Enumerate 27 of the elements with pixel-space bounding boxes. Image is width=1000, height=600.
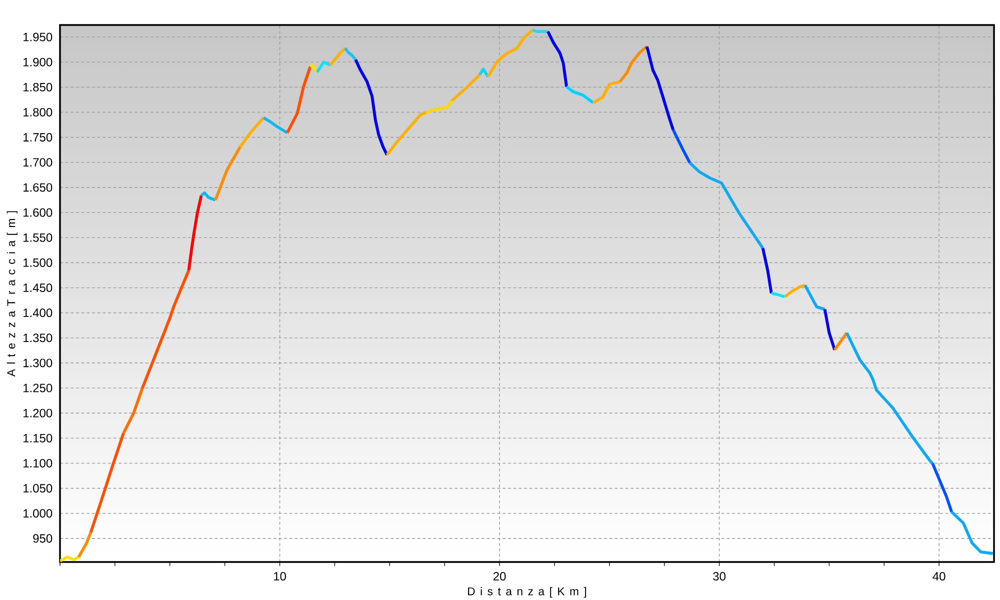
x-axis-title: D i s t a n z a [ K m ] (468, 587, 586, 598)
x-tick-label: 10 (274, 572, 286, 581)
y-tick-label: 1.950 (24, 32, 52, 42)
y-tick-label: 1.000 (24, 509, 52, 518)
x-tick-label: 30 (713, 572, 726, 581)
y-axis-title: A l t e z z a T r a c c i a [ m ] (6, 211, 18, 377)
y-tick-label: 1.750 (24, 133, 52, 142)
y-tick-label: 1.500 (24, 258, 52, 267)
y-tick-label: 1.550 (24, 233, 52, 242)
y-tick-label: 1.400 (24, 308, 52, 318)
x-tick-label: 40 (932, 572, 946, 581)
y-tick-label: 1.450 (24, 283, 52, 292)
y-tick-label: 1.900 (24, 58, 52, 66)
y-tick-label: 1.850 (24, 82, 52, 92)
y-tick-label: 1.700 (24, 158, 52, 167)
y-tick-label: 1.350 (24, 334, 52, 342)
y-tick-label: 1.600 (24, 208, 52, 217)
y-tick-label: 1.300 (24, 358, 52, 368)
x-tick-label: 20 (493, 572, 506, 581)
y-tick-label: 950 (33, 534, 52, 543)
y-tick-label: 1.650 (24, 183, 52, 192)
y-tick-label: 1.200 (24, 408, 52, 418)
y-tick-label: 1.250 (24, 384, 52, 392)
y-tick-label: 1.100 (24, 458, 52, 468)
y-tick-label: 1.150 (24, 434, 52, 442)
y-tick-label: 1.050 (24, 484, 52, 493)
y-tick-label: 1.800 (24, 108, 52, 116)
